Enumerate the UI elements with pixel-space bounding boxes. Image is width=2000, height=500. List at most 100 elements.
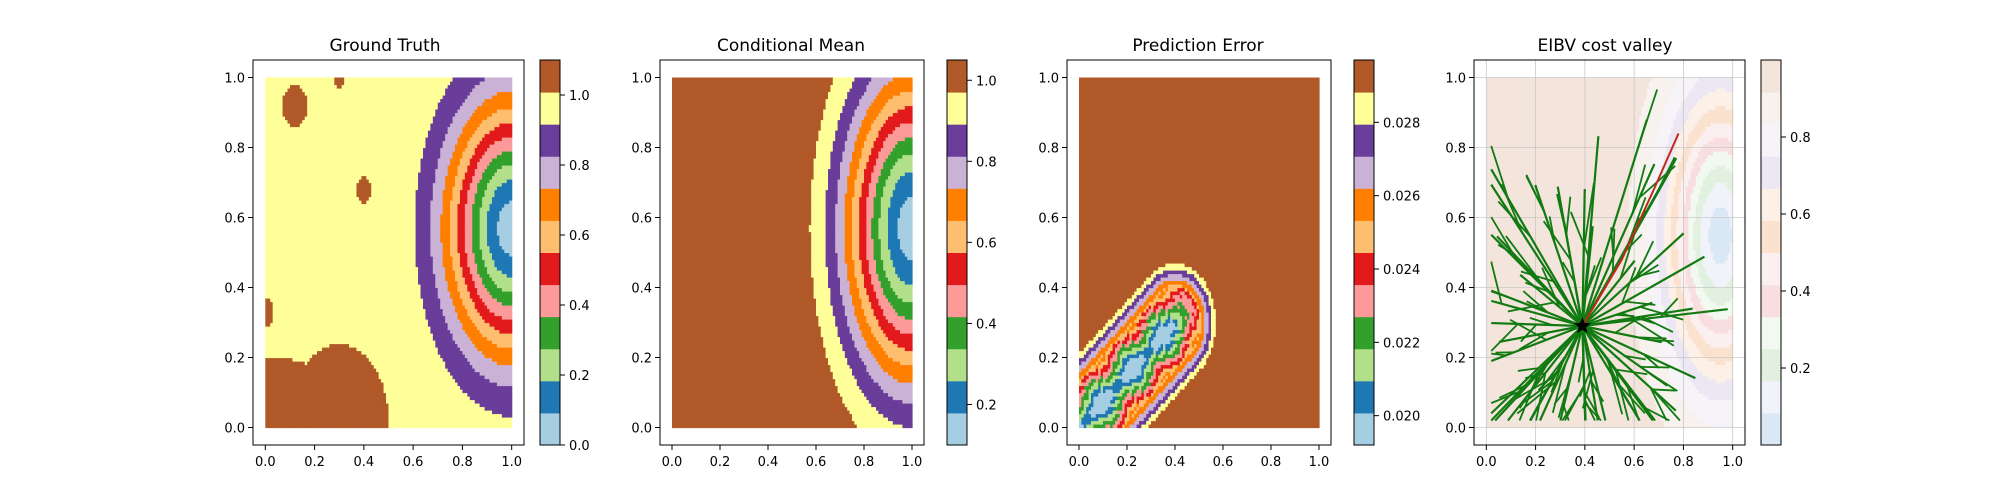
colorbar-tick-label: 0.024 (1383, 263, 1420, 278)
colorbar-tick-label: 0.2 (976, 398, 997, 413)
y-tick-label: 1.0 (1038, 72, 1059, 87)
colorbar-ground-truth: 0.00.20.40.60.81.0 (540, 60, 590, 454)
colorbar-segment (947, 349, 967, 382)
x-tick-label: 1.0 (1309, 455, 1330, 470)
colorbar-tick-label: 0.2 (1790, 362, 1811, 377)
y-tick-label: 1.0 (1445, 72, 1466, 87)
x-tick-label: 0.8 (452, 455, 473, 470)
colorbar-tick-label: 0.8 (1790, 131, 1811, 146)
colorbar-segment (947, 285, 967, 318)
colorbar-segment (1761, 413, 1781, 446)
x-tick-label: 0.8 (1261, 455, 1282, 470)
y-tick-label: 0.8 (631, 142, 652, 157)
tree-branch (1652, 389, 1675, 390)
y-tick-label: 0.0 (1445, 422, 1466, 437)
colorbar-tick-label: 0.020 (1383, 410, 1420, 425)
colorbar-segment (540, 317, 560, 350)
colorbar-segment (540, 381, 560, 414)
x-tick-label: 0.2 (710, 455, 731, 470)
panel-eibv-cost-valley: EIBV cost valley 0.0 0.2 0.4 0.6 0.8 1.00.00.… (1445, 36, 1810, 470)
colorbar-segment (1354, 413, 1374, 446)
colorbar-segment (1354, 317, 1374, 350)
colorbar-segment (947, 188, 967, 221)
x-tick-label: 0.4 (1165, 455, 1186, 470)
x-tick-label: 0.4 (354, 455, 375, 470)
y-tick-label: 1.0 (224, 72, 245, 87)
colorbar-segment (1761, 285, 1781, 318)
heatmap-conditional-mean (672, 78, 913, 429)
x-tick-label: 0.0 (662, 455, 683, 470)
colorbar-segment (540, 60, 560, 93)
colorbar-tick-label: 0.0 (569, 439, 590, 454)
y-tick-label: 0.4 (631, 282, 652, 297)
colorbar-segment (947, 220, 967, 253)
colorbar-tick-label: 0.028 (1383, 116, 1420, 131)
colorbar-tick-label: 0.2 (569, 369, 590, 384)
colorbar-segment (540, 220, 560, 253)
colorbar-tick-label: 0.4 (569, 299, 590, 314)
panel-title-conditional-mean: Conditional Mean (717, 36, 865, 56)
colorbar-segment (1761, 124, 1781, 157)
y-tick-label: 0.4 (224, 282, 245, 297)
x-tick-label: 0.0 (1476, 455, 1497, 470)
x-tick-label: 0.8 (854, 455, 875, 470)
y-tick-label: 0.8 (1445, 142, 1466, 157)
y-tick-label: 0.0 (1038, 422, 1059, 437)
colorbar-segment (947, 381, 967, 414)
colorbar-segment (1761, 60, 1781, 93)
x-tick-label: 1.0 (501, 455, 522, 470)
colorbar-segment (1761, 349, 1781, 382)
y-tick-label: 0.2 (1445, 352, 1466, 367)
x-tick-label: 1.0 (902, 455, 923, 470)
colorbar-segment (1761, 253, 1781, 286)
tree-branch (1641, 367, 1670, 368)
colorbar-tick-label: 0.6 (569, 229, 590, 244)
panel-conditional-mean: Conditional Mean 0.0 0.2 0.4 0.6 0.8 1.0 0.0 0.… (631, 36, 996, 470)
colorbar-tick-label: 0.4 (1790, 285, 1811, 300)
y-tick-label: 0.2 (1038, 352, 1059, 367)
colorbar-tick-label: 1.0 (976, 74, 997, 89)
colorbar-tick-label: 0.6 (976, 236, 997, 251)
y-tick-label: 0.0 (631, 422, 652, 437)
y-tick-label: 0.6 (631, 212, 652, 227)
heatmap-ground-truth (265, 78, 512, 429)
y-tick-label: 0.4 (1445, 282, 1466, 297)
y-tick-label: 0.6 (1038, 212, 1059, 227)
y-tick-label: 0.2 (631, 352, 652, 367)
x-tick-label: 0.0 (1069, 455, 1090, 470)
panel-prediction-error: Prediction Error 0.0 0.2 0.4 0.6 0.8 1.00.00.… (1038, 36, 1420, 470)
x-tick-label: 0.6 (1213, 455, 1234, 470)
panel-ground-truth: Ground Truth 0.0 0.2 0.4 0.6 0.8 1.00.00.20.4… (224, 36, 589, 470)
colorbar-segment (540, 285, 560, 318)
colorbar-segment (540, 124, 560, 157)
y-tick-label: 0.2 (224, 352, 245, 367)
colorbar-tick-label: 0.4 (976, 317, 997, 332)
x-tick-label: 0.2 (1117, 455, 1138, 470)
x-tick-label: 0.0 (255, 455, 276, 470)
colorbar-conditional-mean: 0.20.40.60.81.0 (947, 60, 997, 446)
colorbar-segment (540, 253, 560, 286)
colorbar-segment (947, 124, 967, 157)
colorbar-segment (1761, 381, 1781, 414)
colorbar-segment (1354, 349, 1374, 382)
colorbar-segment (1761, 317, 1781, 350)
colorbar-eibv-cost-valley: 0.20.40.60.8 (1761, 60, 1811, 446)
colorbar-segment (540, 413, 560, 446)
colorbar-segment (1761, 220, 1781, 253)
x-tick-label: 0.8 (1673, 455, 1694, 470)
x-tick-label: 0.2 (1525, 455, 1546, 470)
colorbar-segment (1761, 92, 1781, 125)
colorbar-segment (1354, 253, 1374, 286)
x-tick-label: 0.4 (1575, 455, 1596, 470)
y-tick-label: 0.4 (1038, 282, 1059, 297)
heatmap-prediction-error (1079, 78, 1320, 429)
colorbar-segment (1354, 92, 1374, 125)
colorbar-segment (947, 317, 967, 350)
colorbar-segment (947, 156, 967, 189)
colorbar-segment (1354, 381, 1374, 414)
y-tick-label: 0.6 (1445, 212, 1466, 227)
colorbar-segment (947, 92, 967, 125)
y-tick-label: 1.0 (631, 72, 652, 87)
